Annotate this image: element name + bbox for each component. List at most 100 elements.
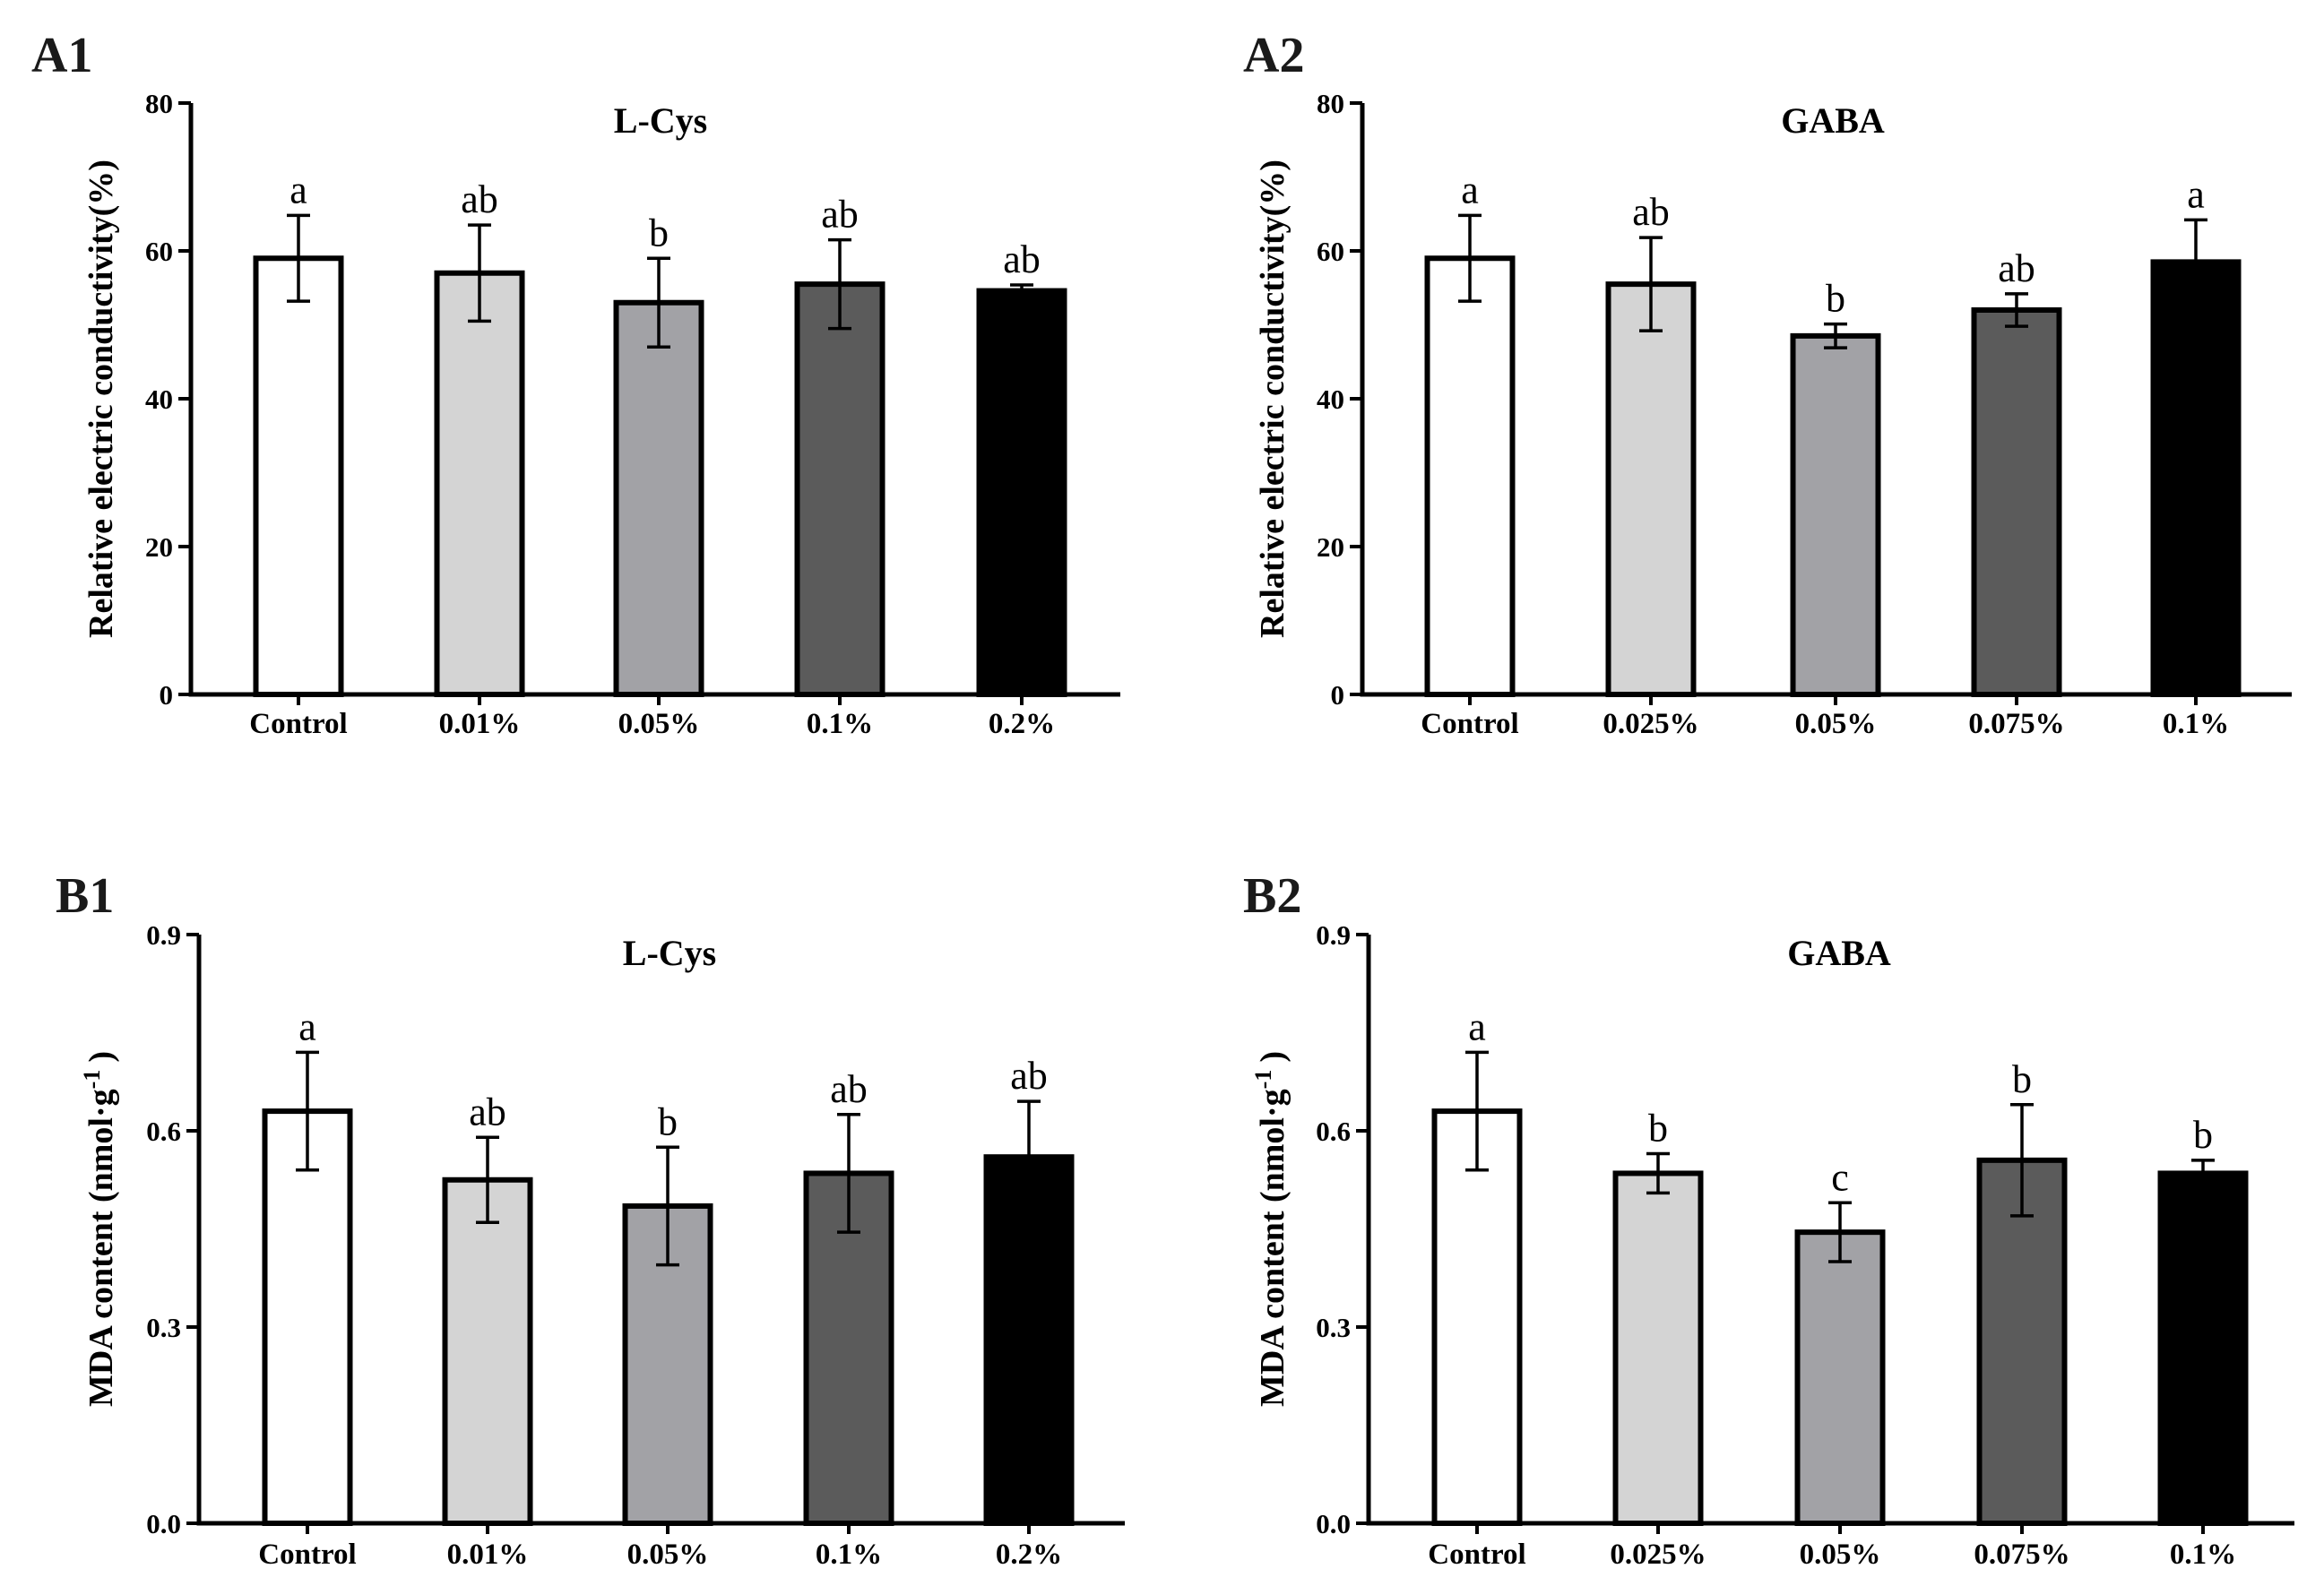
y-axis-title: Relative electric conductivity(%) — [82, 159, 120, 638]
error-bar — [2191, 1159, 2215, 1188]
error-bar — [1458, 213, 1482, 303]
panel-b1: B1 L-Cys a ab b ab ab 0.0 0.3 0.6 0.9 Control 0.01% 0… — [56, 868, 1125, 1571]
significance-letter: b — [1648, 1107, 1668, 1151]
x-tick-label: 0.01% — [447, 1539, 529, 1571]
y-tick-label: 0.6 — [146, 1116, 181, 1147]
bar-0.2pct — [976, 288, 1067, 697]
error-bar — [1824, 322, 1847, 349]
bar-control — [253, 255, 344, 697]
y-tick-label: 0.9 — [146, 919, 181, 951]
bar-0.1pct — [2150, 259, 2242, 697]
y-tick-label: 0.9 — [1316, 919, 1351, 951]
y-axis-title-end: ) — [1254, 1051, 1292, 1063]
x-tick-label: 0.1% — [2163, 708, 2229, 740]
significance-letter: a — [1468, 1004, 1486, 1048]
significance-letter: b — [649, 211, 669, 254]
x-tick-label: 0.075% — [1974, 1539, 2069, 1571]
panel-label: B2 — [1243, 868, 1301, 924]
panel-label: A1 — [31, 28, 92, 83]
error-bar — [476, 1135, 499, 1224]
y-tick-label: 80 — [1317, 88, 1344, 119]
bar-0.075pct — [1971, 307, 2062, 697]
error-bar — [647, 256, 670, 349]
error-bar — [837, 1113, 860, 1234]
error-bar — [1646, 1151, 1670, 1195]
x-tick-label: 0.025% — [1603, 708, 1698, 740]
y-tick-label: 20 — [145, 531, 173, 563]
significance-letter: ab — [1998, 246, 2035, 290]
x-tick-label: 0.01% — [439, 708, 521, 740]
y-tick-label: 60 — [145, 236, 173, 267]
y-tick-label: 0.6 — [1316, 1116, 1351, 1147]
x-tick-label: Control — [1421, 708, 1518, 740]
panel-a2: A2 GABA a ab b ab a 0 20 40 60 80 Control 0.025% 0.05%… — [1243, 28, 2292, 740]
y-tick-label: 0 — [1331, 679, 1345, 711]
x-tick-label: 0.05% — [1800, 1539, 1881, 1571]
error-bar — [468, 223, 491, 323]
y-axis-title: Relative electric conductivity(%) — [1254, 159, 1292, 638]
significance-letter: ab — [1632, 190, 1670, 234]
significance-letter: a — [1461, 168, 1479, 211]
error-bar — [1828, 1201, 1852, 1263]
x-tick-label: Control — [249, 708, 347, 740]
bar-0.075pct — [1976, 1157, 2068, 1526]
bar-control — [1431, 1108, 1523, 1526]
bar-0.025pct — [1605, 281, 1697, 697]
y-tick-label: 0.0 — [1316, 1508, 1351, 1539]
y-tick-label: 80 — [145, 88, 173, 119]
bar-control — [1424, 255, 1516, 697]
y-tick-label: 20 — [1317, 531, 1344, 563]
significance-letter: ab — [1010, 1054, 1048, 1098]
x-tick-label: Control — [258, 1539, 356, 1571]
bar-control — [262, 1108, 353, 1526]
y-axis-title: MDA content (nmol·g-1) — [79, 1051, 120, 1407]
error-bar — [287, 213, 310, 303]
x-tick-label: 0.05% — [627, 1539, 709, 1571]
error-bar — [1017, 1099, 1041, 1214]
error-bar — [828, 237, 851, 331]
significance-letter: c — [1831, 1155, 1849, 1199]
x-tick-label: 0.1% — [816, 1539, 882, 1571]
significance-letter: ab — [830, 1067, 868, 1111]
y-tick-label: 0.3 — [1316, 1312, 1351, 1343]
error-bar — [2010, 1103, 2034, 1218]
y-axis-title-end: ) — [82, 1051, 120, 1063]
y-tick-label: 60 — [1317, 236, 1344, 267]
y-tick-label: 40 — [1317, 384, 1344, 415]
y-tick-label: 0.3 — [146, 1312, 181, 1343]
x-tick-label: 0.1% — [807, 708, 873, 740]
bar-0.025pct — [1612, 1170, 1704, 1526]
x-tick-label: 0.05% — [1795, 708, 1877, 740]
y-axis-title-main: MDA content (nmol·g — [82, 1089, 120, 1407]
y-tick-label: 40 — [145, 384, 173, 415]
significance-letter: ab — [461, 177, 498, 221]
y-axis-title-main: MDA content (nmol·g — [1254, 1089, 1292, 1407]
bar-0.2pct — [983, 1154, 1075, 1526]
chart-title: GABA — [1781, 100, 1885, 141]
bar-0.1pct — [2157, 1170, 2249, 1526]
bar-0.05pct — [1794, 1229, 1886, 1527]
significance-letter: ab — [1003, 237, 1041, 281]
x-tick-label: 0.2% — [996, 1539, 1062, 1571]
bar-0.01pct — [442, 1177, 533, 1526]
error-bar — [656, 1145, 679, 1267]
y-tick-label: 0.0 — [146, 1508, 181, 1539]
chart-title: L-Cys — [614, 100, 707, 141]
panel-label: A2 — [1243, 28, 1304, 83]
bar-0.01pct — [434, 270, 525, 697]
significance-letter: b — [658, 1099, 678, 1143]
panel-label: B1 — [56, 868, 114, 924]
y-axis-title-superscript: -1 — [1250, 1070, 1276, 1090]
error-bar — [2184, 218, 2207, 306]
y-tick-label: 0 — [160, 679, 174, 711]
significance-letter: b — [1826, 277, 1845, 321]
significance-letter: a — [298, 1004, 316, 1048]
significance-letter: a — [2187, 172, 2205, 216]
significance-letter: b — [2193, 1113, 2213, 1157]
significance-letter: ab — [821, 193, 859, 237]
x-tick-label: 0.025% — [1610, 1539, 1706, 1571]
panel-b2: B2 GABA a b c b b 0.0 0.3 0.6 0.9 Control 0.025% 0.05… — [1243, 868, 2294, 1571]
error-bar — [1639, 236, 1663, 332]
x-tick-label: 0.1% — [2170, 1539, 2236, 1571]
